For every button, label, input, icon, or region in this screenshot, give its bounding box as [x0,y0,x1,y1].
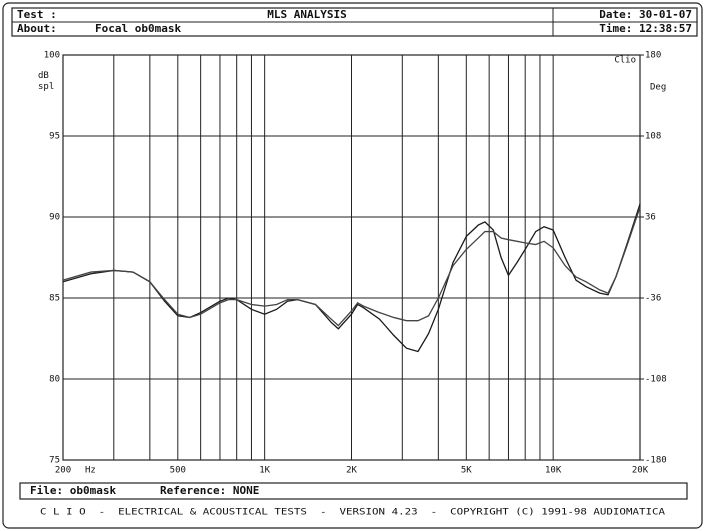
x-axis-label: Hz [85,466,96,476]
x-tick-label: 5K [461,466,472,476]
y2-tick-label: 36 [645,213,656,223]
y-tick-label: 75 [49,456,60,466]
plot-frame [62,54,641,461]
plot: 200 500 1K 2K 5K 10K 20K 75 80 85 90 95 100 -180 -108 -… [38,51,667,476]
test-label: Test : [17,8,57,21]
footer-box [19,482,688,500]
y-axis-label: dB spl [38,71,54,92]
brand: Clio [614,56,636,66]
file: File: ob0mask [30,484,116,497]
y2-tick-label: 108 [645,132,661,142]
y2-tick-label: -180 [645,456,667,466]
y-tick-label: 95 [49,132,60,142]
date: Date: 30-01-07 [599,8,692,21]
y-tick-label: 90 [49,213,60,223]
x-tick-label: 200 [55,466,71,476]
y2-tick-label: -108 [645,375,667,385]
y-tick-label: 85 [49,294,60,304]
x-tick-label: 20K [632,466,649,476]
credits: C L I O - ELECTRICAL & ACOUSTICAL TESTS … [40,508,666,518]
reference: Reference: NONE [160,484,259,497]
y2-tick-label: -36 [645,294,661,304]
about: Focal ob0mask [95,22,181,35]
x-tick-label: 10K [545,466,562,476]
y2-axis-label: Deg [650,83,666,93]
about-label: About: [17,22,57,35]
title: MLS ANALYSIS [267,8,346,21]
x-tick-label: 500 [170,466,186,476]
response-curve [62,203,641,353]
y-tick-label: 80 [49,375,60,385]
y2-tick-label: 180 [645,51,661,61]
response-curve [62,207,641,327]
time: Time: 12:38:57 [599,22,692,35]
x-tick-label: 1K [259,466,270,476]
y-tick-label: 100 [44,51,60,61]
x-tick-label: 2K [346,466,357,476]
